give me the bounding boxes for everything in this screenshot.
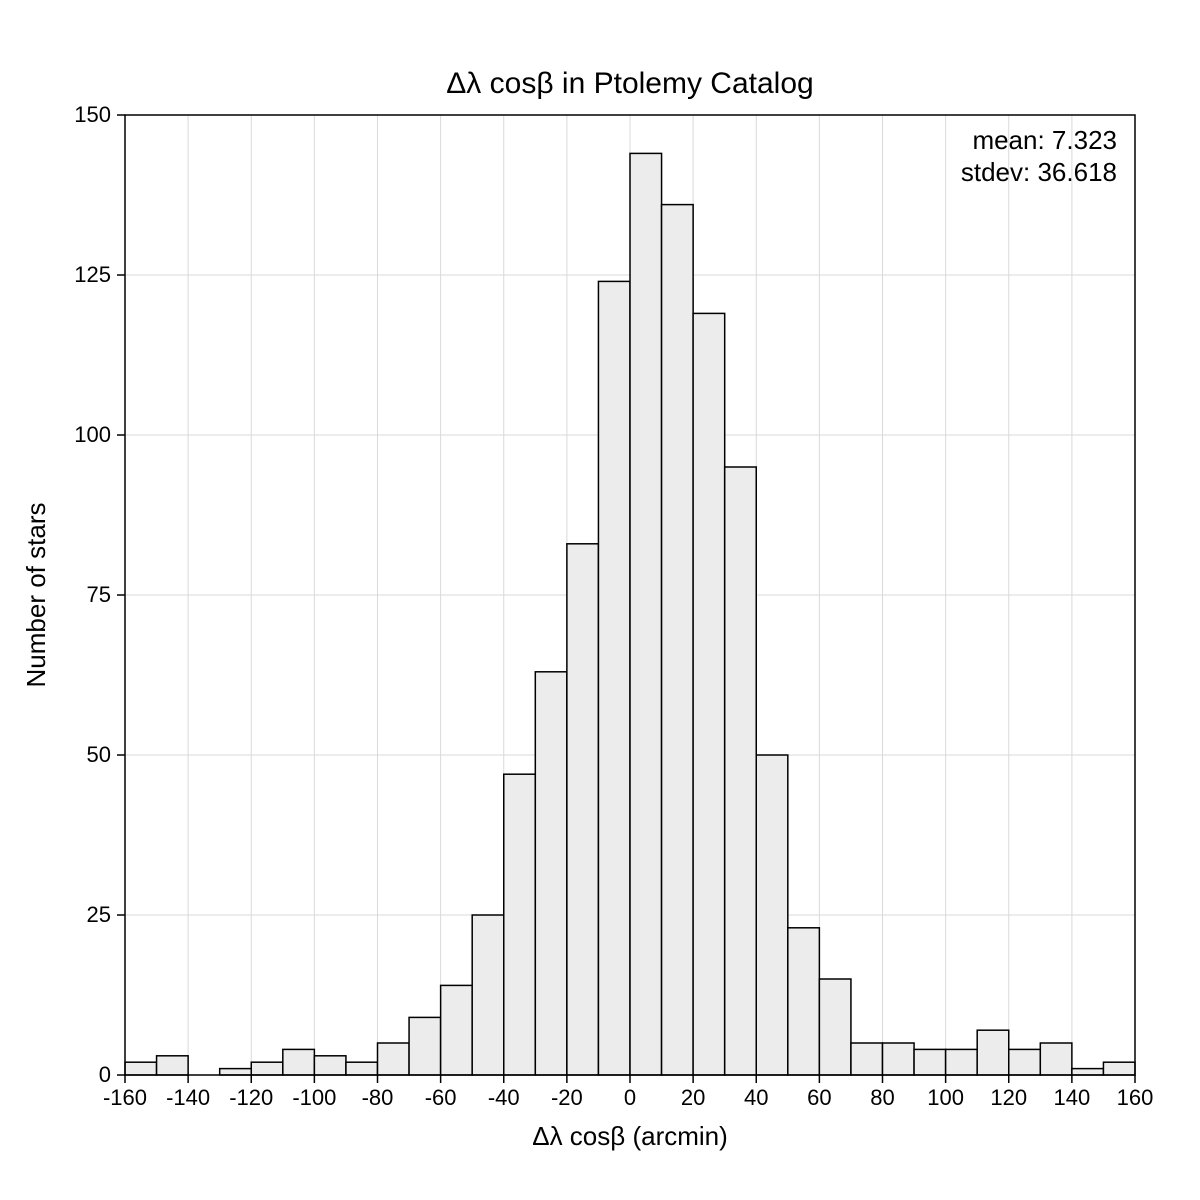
- y-tick-label: 75: [87, 582, 111, 607]
- stats-mean: mean: 7.323: [972, 125, 1117, 155]
- histogram-bar: [725, 467, 757, 1075]
- x-tick-label: -80: [362, 1085, 394, 1110]
- histogram-bar: [851, 1043, 883, 1075]
- histogram-bar: [472, 915, 504, 1075]
- y-tick-label: 50: [87, 742, 111, 767]
- y-tick-label: 0: [99, 1062, 111, 1087]
- x-tick-label: -20: [551, 1085, 583, 1110]
- histogram-bar: [1009, 1049, 1041, 1075]
- x-tick-label: 100: [927, 1085, 964, 1110]
- x-tick-label: -60: [425, 1085, 457, 1110]
- histogram-bar: [1072, 1069, 1104, 1075]
- x-tick-label: -160: [103, 1085, 147, 1110]
- histogram-bar: [662, 205, 694, 1075]
- histogram-bar: [1040, 1043, 1072, 1075]
- histogram-bar: [630, 153, 662, 1075]
- y-tick-label: 125: [74, 262, 111, 287]
- chart-title: Δλ cosβ in Ptolemy Catalog: [446, 67, 813, 100]
- x-tick-label: 120: [990, 1085, 1027, 1110]
- histogram-bar: [946, 1049, 978, 1075]
- histogram-chart: -160 -140 -120 -100 -80 -60 -40 -20 0 20 40 60 80 100…: [0, 0, 1200, 1200]
- x-tick-label: 40: [744, 1085, 768, 1110]
- histogram-bar: [1103, 1062, 1135, 1075]
- histogram-bar: [756, 755, 788, 1075]
- histogram-bar: [283, 1049, 315, 1075]
- histogram-bar: [883, 1043, 915, 1075]
- y-axis-label: Number of stars: [21, 503, 51, 688]
- histogram-bar: [819, 979, 851, 1075]
- x-tick-label: -140: [166, 1085, 210, 1110]
- x-tick-label: 140: [1054, 1085, 1091, 1110]
- histogram-bar: [157, 1056, 189, 1075]
- histogram-bar: [693, 313, 725, 1075]
- histogram-bar: [441, 985, 473, 1075]
- histogram-bar: [788, 928, 820, 1075]
- stats-stdev: stdev: 36.618: [961, 157, 1117, 187]
- x-tick-label: -40: [488, 1085, 520, 1110]
- histogram-bar: [504, 774, 536, 1075]
- x-tick-label: -100: [292, 1085, 336, 1110]
- chart-svg: -160 -140 -120 -100 -80 -60 -40 -20 0 20 40 60 80 100…: [0, 0, 1200, 1200]
- x-tick-label: 80: [870, 1085, 894, 1110]
- x-tick-label: -120: [229, 1085, 273, 1110]
- histogram-bar: [125, 1062, 157, 1075]
- histogram-bar: [220, 1069, 252, 1075]
- histogram-bar: [567, 544, 599, 1075]
- x-axis-label: Δλ cosβ (arcmin): [532, 1121, 728, 1151]
- x-tick-label: 20: [681, 1085, 705, 1110]
- histogram-bar: [598, 281, 630, 1075]
- histogram-bar: [378, 1043, 410, 1075]
- y-tick-label: 25: [87, 902, 111, 927]
- x-tick-label: 160: [1117, 1085, 1154, 1110]
- histogram-bar: [535, 672, 567, 1075]
- histogram-bar: [346, 1062, 378, 1075]
- histogram-bar: [314, 1056, 346, 1075]
- y-tick-label: 150: [74, 102, 111, 127]
- x-tick-label: 60: [807, 1085, 831, 1110]
- y-tick-label: 100: [74, 422, 111, 447]
- histogram-bar: [914, 1049, 946, 1075]
- histogram-bar: [251, 1062, 283, 1075]
- histogram-bar: [409, 1017, 441, 1075]
- x-tick-label: 0: [624, 1085, 636, 1110]
- histogram-bar: [977, 1030, 1009, 1075]
